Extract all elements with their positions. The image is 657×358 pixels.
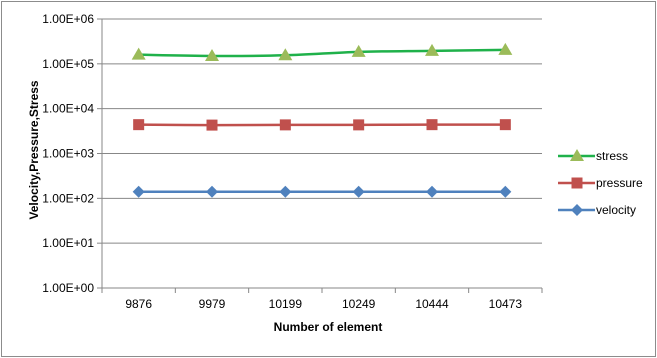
y-tick-labels: 1.00E+00 1.00E+01 1.00E+02 1.00E+03 1.00E+04… — [42, 12, 94, 295]
data-point-stress — [498, 42, 513, 55]
data-point-velocity — [279, 185, 292, 198]
x-tick-label: 10199 — [269, 297, 303, 311]
y-tick-label: 1.00E+02 — [42, 191, 94, 205]
data-point-pressure — [206, 119, 218, 131]
y-tick-label: 1.00E+04 — [42, 102, 94, 116]
data-point-stress — [278, 48, 293, 61]
data-point-pressure — [426, 119, 438, 131]
axes — [97, 18, 543, 293]
data-point-stress — [425, 43, 439, 56]
legend-marker-pressure — [571, 177, 583, 189]
x-tick-labels: 9876 9979 10199 10249 10444 10473 — [125, 297, 522, 311]
data-point-velocity — [426, 185, 438, 198]
data-point-pressure — [133, 119, 145, 131]
series-line-stress — [138, 48, 506, 58]
data-point-pressure — [353, 119, 365, 131]
data-point-velocity — [352, 185, 365, 198]
x-tick-label: 9979 — [199, 297, 226, 311]
data-point-stress — [351, 44, 366, 57]
y-tick-label: 1.00E+03 — [42, 147, 94, 161]
x-tick-label: 10249 — [342, 297, 376, 311]
data-point-velocity — [499, 185, 512, 198]
x-tick-label: 10444 — [415, 297, 449, 311]
y-tick-label: 1.00E+05 — [42, 57, 94, 71]
data-point-stress — [205, 48, 219, 61]
y-axis-title: Velocity,Pressure,Stress — [27, 80, 41, 220]
x-tick-label: 10473 — [489, 297, 523, 311]
y-tick-label: 1.00E+06 — [42, 12, 94, 26]
data-point-pressure — [499, 119, 511, 131]
x-axis-title: Number of element — [274, 320, 383, 334]
legend-label-velocity: velocity — [596, 203, 636, 217]
legend-marker-stress — [570, 149, 584, 161]
legend-label-stress: stress — [596, 149, 628, 163]
data-point-pressure — [279, 119, 291, 131]
x-tick-label: 9876 — [125, 297, 152, 311]
legend-label-pressure: pressure — [596, 176, 643, 190]
y-tick-label: 1.00E+00 — [42, 281, 94, 295]
data-point-velocity — [206, 185, 218, 198]
legend: stress pressure velocity — [558, 149, 643, 217]
gridlines — [102, 18, 542, 289]
data-point-velocity — [132, 185, 145, 198]
y-tick-label: 1.00E+01 — [42, 236, 94, 250]
data-point-stress — [131, 47, 146, 60]
series-group — [131, 42, 513, 198]
legend-marker-velocity — [571, 204, 583, 216]
